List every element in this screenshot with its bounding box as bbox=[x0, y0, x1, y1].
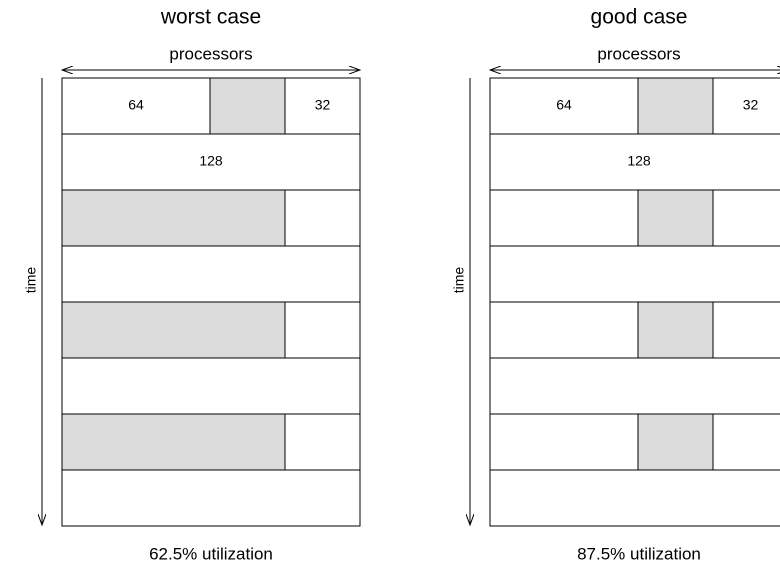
cell bbox=[284, 77, 361, 135]
cell bbox=[61, 413, 286, 471]
panel: worst case processors time 64 32 128 62.5% uti… bbox=[23, 6, 361, 563]
panel: good case processors time 64 32 128 87.5% util… bbox=[451, 6, 780, 563]
cell bbox=[489, 189, 639, 247]
cell bbox=[284, 413, 361, 471]
cell bbox=[489, 469, 780, 527]
cell-label: 64 bbox=[556, 97, 572, 113]
cell bbox=[61, 469, 361, 527]
cell bbox=[637, 301, 714, 359]
cell bbox=[489, 413, 639, 471]
axis-label: processors bbox=[597, 44, 680, 63]
cell bbox=[489, 357, 780, 415]
cell bbox=[637, 77, 714, 135]
cell bbox=[61, 133, 361, 191]
cell bbox=[209, 77, 286, 135]
cell bbox=[61, 189, 286, 247]
axis-label: processors bbox=[169, 44, 252, 63]
caption: 87.5% utilization bbox=[577, 544, 701, 563]
cell bbox=[489, 245, 780, 303]
cell bbox=[61, 77, 211, 135]
cell bbox=[61, 245, 361, 303]
cell bbox=[712, 77, 780, 135]
cell bbox=[489, 301, 639, 359]
cell bbox=[712, 301, 780, 359]
axis-label: time bbox=[23, 267, 39, 294]
cell-label: 32 bbox=[315, 97, 331, 113]
cell bbox=[712, 413, 780, 471]
cell-label: 128 bbox=[627, 153, 651, 169]
cell bbox=[637, 413, 714, 471]
panel-title: good case bbox=[591, 6, 688, 29]
cell bbox=[284, 189, 361, 247]
cell bbox=[489, 77, 639, 135]
cell bbox=[489, 133, 780, 191]
cell bbox=[284, 301, 361, 359]
panel-title: worst case bbox=[160, 6, 261, 29]
caption: 62.5% utilization bbox=[149, 544, 273, 563]
cell bbox=[61, 301, 286, 359]
cell bbox=[712, 189, 780, 247]
axis-label: time bbox=[451, 267, 467, 294]
cell bbox=[637, 189, 714, 247]
cell-label: 128 bbox=[199, 153, 223, 169]
cell-label: 32 bbox=[743, 97, 759, 113]
cell-label: 64 bbox=[128, 97, 144, 113]
cell bbox=[61, 357, 361, 415]
